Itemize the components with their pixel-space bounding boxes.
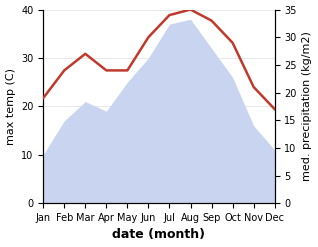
- Y-axis label: med. precipitation (kg/m2): med. precipitation (kg/m2): [302, 31, 313, 181]
- X-axis label: date (month): date (month): [113, 228, 205, 242]
- Y-axis label: max temp (C): max temp (C): [5, 68, 16, 145]
